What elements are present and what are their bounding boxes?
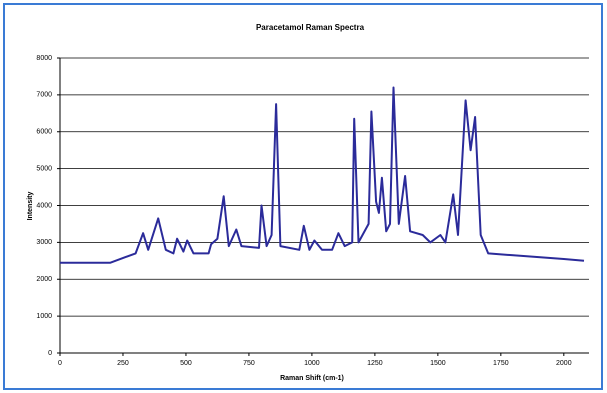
y-tick-label: 6000 [36,129,52,136]
x-tick-label: 1250 [367,360,383,367]
y-tick-label: 4000 [36,202,52,209]
y-tick-label: 2000 [36,276,52,283]
x-tick-label: 750 [243,360,255,367]
chart-frame [3,3,603,390]
x-tick-label: 1500 [430,360,446,367]
data-line [60,86,585,264]
y-tick-label: 5000 [36,165,52,172]
y-tick-label: 8000 [36,55,52,62]
y-tick-label: 1000 [36,313,52,320]
x-tick-label: 0 [58,360,62,367]
y-axis-label: Intensity [27,192,34,221]
x-tick-label: 1750 [493,360,509,367]
y-tick-label: 3000 [36,239,52,246]
y-tick-label: 0 [48,350,52,357]
chart-title: Paracetamol Raman Spectra [256,23,365,32]
x-tick-label: 2000 [556,360,572,367]
x-tick-label: 1000 [304,360,320,367]
y-tick-label: 7000 [36,92,52,99]
x-tick-label: 250 [117,360,129,367]
x-axis-label: Raman Shift (cm-1) [280,375,344,382]
x-tick-label: 500 [180,360,192,367]
